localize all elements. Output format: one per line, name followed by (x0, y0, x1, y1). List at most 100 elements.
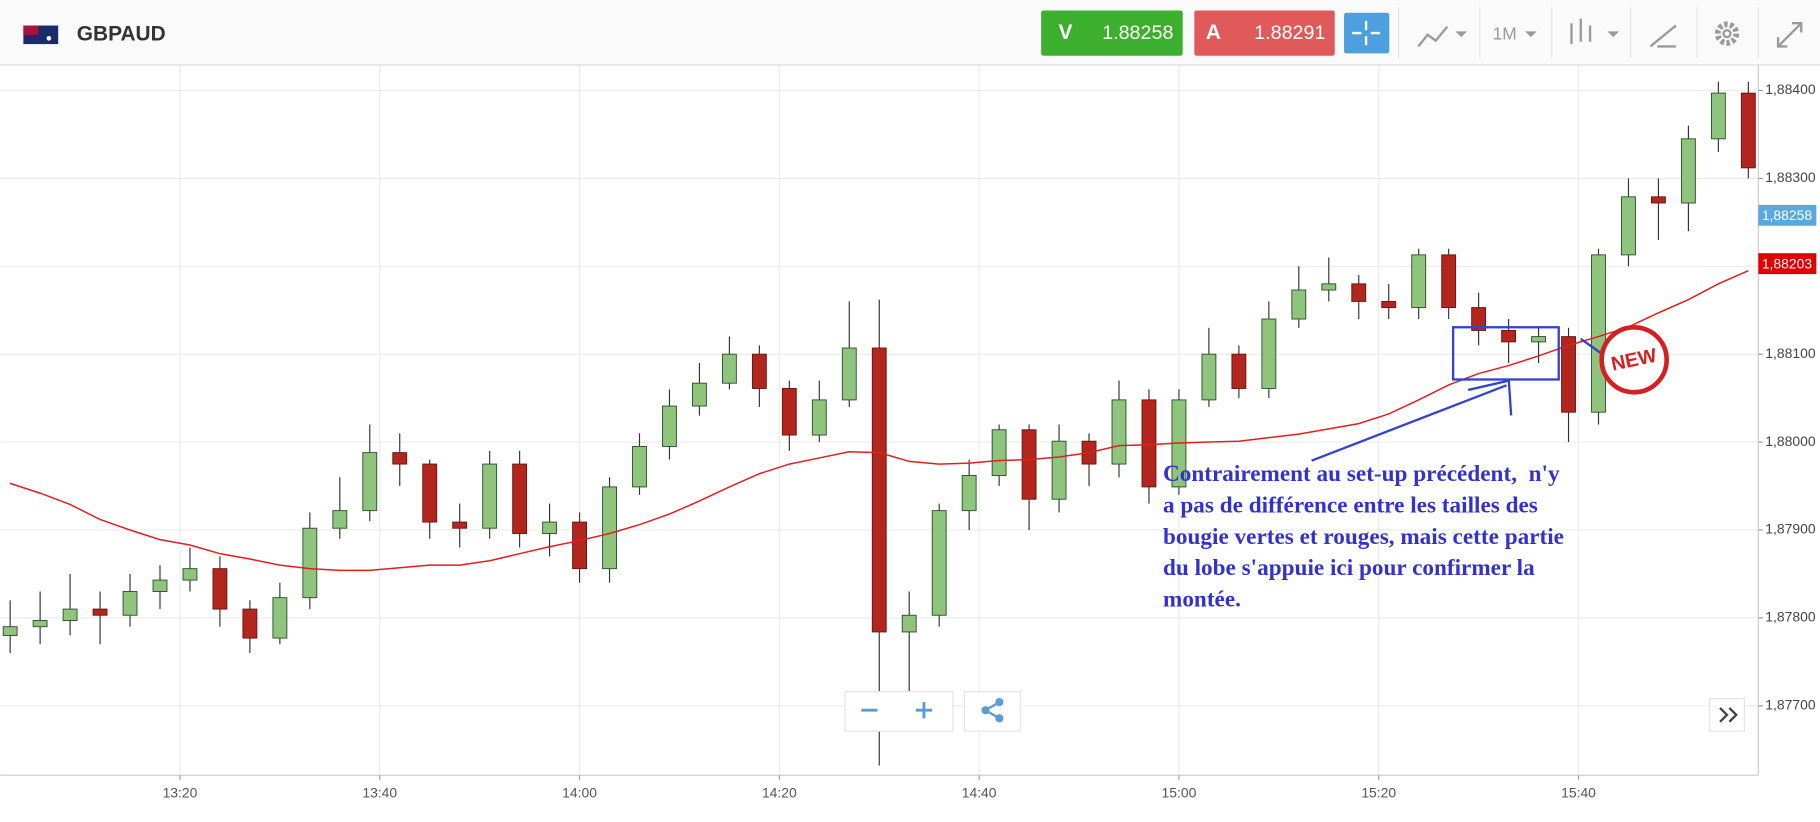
candle-body (961, 475, 977, 512)
candle-body (1710, 92, 1726, 140)
new-badge (1599, 324, 1669, 395)
price-marker-label: 1,88258 (1762, 207, 1813, 223)
candle-body (1321, 283, 1337, 291)
candle-body (482, 463, 498, 529)
zoom-in-button[interactable] (915, 702, 933, 719)
candle-body (542, 521, 558, 534)
zoom-controls (844, 691, 1021, 732)
toolbar (0, 0, 1820, 65)
candle-body (1261, 318, 1277, 389)
y-tick-label: 1,88400 (1765, 81, 1816, 97)
candle-body (182, 568, 198, 581)
candle-body (62, 608, 78, 621)
candle-body (1680, 138, 1696, 204)
candle-body (152, 579, 168, 592)
x-tick-label: 14:20 (762, 784, 797, 800)
flag-icon (23, 25, 59, 45)
chart-type-button[interactable] (1417, 25, 1468, 48)
candle-body (1501, 329, 1517, 343)
y-tick-label: 1,88000 (1765, 433, 1816, 449)
candle-body (1381, 300, 1397, 309)
x-tick-label: 15:40 (1561, 784, 1596, 800)
candle-body (871, 347, 887, 633)
x-tick-label: 15:20 (1361, 784, 1396, 800)
candle-body (841, 347, 857, 401)
candle-body (1441, 254, 1457, 309)
y-tick-label: 1,88300 (1765, 169, 1816, 185)
sell-label: V (1059, 21, 1073, 44)
candle-body (2, 626, 18, 636)
sell-button[interactable]: V 1.88258 (1041, 10, 1183, 56)
annotation-text: bougie vertes et rouges, mais cette part… (1163, 524, 1564, 550)
candle-body (1471, 307, 1487, 331)
timeframe-button[interactable]: 1M (1493, 23, 1537, 43)
annotation-text: Contrairement au set-up précédent, n'y (1163, 461, 1560, 487)
candle-body (781, 387, 797, 436)
annotation-text: du lobe s'appuie ici pour confirmer la (1163, 555, 1535, 581)
crosshair-button[interactable] (1344, 12, 1390, 54)
candle-body (811, 399, 827, 436)
y-tick-label: 1,87900 (1765, 521, 1816, 537)
candle-body (572, 521, 587, 570)
y-tick-label: 1,88100 (1765, 345, 1816, 361)
indicators-button[interactable] (1570, 18, 1620, 45)
candle-body (452, 521, 468, 529)
candle-body (92, 608, 108, 616)
annotation-text: montée. (1163, 586, 1241, 612)
candle-body (692, 382, 707, 407)
candle-body (632, 446, 647, 488)
price-marker (1758, 253, 1817, 275)
x-tick-label: 15:00 (1162, 784, 1197, 800)
candle-body (1621, 196, 1636, 256)
candle-body (302, 527, 318, 599)
price-marker-label: 1,88203 (1762, 255, 1813, 271)
timeframe: 1M (1493, 23, 1517, 43)
candle-body (1051, 440, 1067, 500)
annotation-box (1451, 326, 1560, 381)
x-tick-label: 14:00 (562, 784, 597, 800)
draw-button[interactable] (1649, 24, 1677, 48)
buy-label: A (1206, 21, 1221, 44)
candle-body (1591, 254, 1606, 413)
symbol: GBPAUD (77, 22, 166, 45)
buy-price: 1.88291 (1254, 22, 1325, 44)
candle-body (392, 452, 408, 465)
share-button[interactable] (963, 691, 1021, 732)
y-tick-label: 1,87700 (1765, 696, 1816, 712)
plot: 1,884001,883001,882001,881001,880001,879… (0, 64, 1817, 800)
settings-button[interactable] (1714, 21, 1740, 46)
x-tick-label: 13:20 (163, 784, 198, 800)
candle-body (991, 429, 1007, 476)
candle-body (602, 486, 617, 570)
x-tick-label: 14:40 (962, 784, 997, 800)
scroll-right-button[interactable] (1709, 698, 1745, 732)
x-tick-label: 13:40 (362, 784, 397, 800)
annotation-text: a pas de différence entre les tailles de… (1163, 492, 1538, 518)
candle-body (662, 405, 677, 447)
candle-body (122, 591, 138, 616)
candle-body (751, 353, 767, 389)
candle-body (1021, 429, 1037, 500)
candle-body (1561, 336, 1576, 413)
candle-body (901, 614, 917, 633)
candle-body (332, 510, 348, 529)
y-tick-label: 1,87800 (1765, 609, 1816, 625)
candle-body (931, 510, 947, 616)
buy-button[interactable]: A 1.88291 (1194, 10, 1335, 56)
candle-body (1111, 399, 1127, 465)
fullscreen-button[interactable] (1776, 22, 1803, 48)
sell-price: 1.88258 (1102, 22, 1173, 44)
price-marker (1758, 204, 1817, 226)
candle-body (1201, 353, 1217, 401)
candle-body (1291, 289, 1307, 320)
moving-average (9, 269, 1749, 572)
candle-body (1231, 353, 1247, 389)
candle-body (721, 353, 737, 384)
candle-body (422, 463, 438, 523)
candle-body (1740, 92, 1756, 169)
zoom-box (844, 691, 954, 732)
candle-body (1351, 283, 1367, 302)
